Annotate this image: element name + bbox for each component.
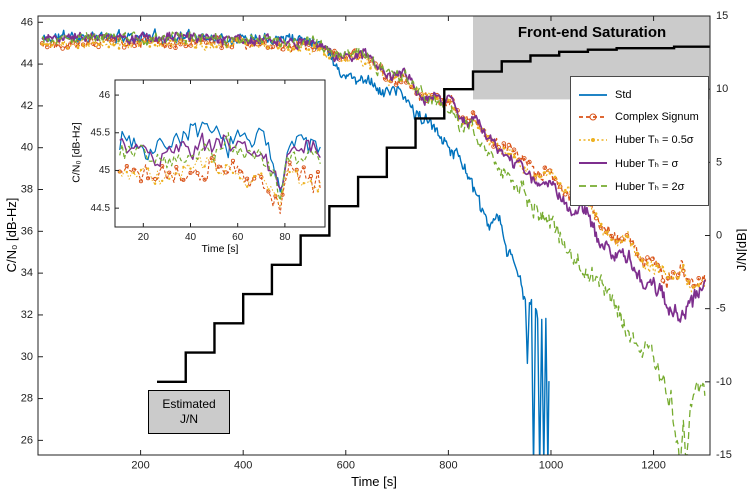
std-line-sample-icon bbox=[579, 94, 607, 97]
legend-item-huber-sigma: Huber Tₕ = σ bbox=[571, 157, 708, 170]
legend-item-huber-05sigma: Huber Tₕ = 0.5σ bbox=[571, 133, 708, 146]
legend-label: Huber Tₕ = 2σ bbox=[615, 180, 685, 193]
legend-item-complex-signum: Complex Signum bbox=[571, 111, 708, 123]
inset-x-axis-label: Time [s] bbox=[201, 243, 239, 255]
huber-sigma-line-sample-icon bbox=[579, 162, 607, 165]
complex-signum-line-sample-icon bbox=[579, 113, 607, 121]
legend-label: Complex Signum bbox=[615, 111, 699, 124]
estimated-jn-annotation: Estimated J/N bbox=[148, 390, 230, 434]
legend-label: Huber Tₕ = 0.5σ bbox=[615, 134, 694, 147]
legend-label: Std bbox=[615, 89, 632, 102]
huber-2sigma-line-sample-icon bbox=[579, 185, 607, 188]
front-end-saturation-label: Front-end Saturation bbox=[517, 24, 667, 41]
legend-label: Huber Tₕ = σ bbox=[615, 157, 679, 170]
legend: Std Complex Signum Huber Tₕ = 0.5σ Huber… bbox=[570, 76, 709, 206]
legend-item-std: Std bbox=[571, 89, 708, 101]
inset-y-axis-label: C/N₀ [dB-Hz] bbox=[70, 122, 83, 183]
estimated-jn-line2: J/N bbox=[180, 412, 198, 426]
legend-item-huber-2sigma: Huber Tₕ = 2σ bbox=[571, 180, 708, 193]
estimated-jn-line1: Estimated bbox=[162, 397, 216, 411]
huber-05sigma-line-sample-icon bbox=[579, 137, 607, 142]
right-y-axis-label: J/N[dB] bbox=[734, 228, 747, 272]
x-axis-label: Time [s] bbox=[351, 474, 397, 489]
left-y-axis-label: C/N₀ [dB-Hz] bbox=[4, 197, 19, 273]
